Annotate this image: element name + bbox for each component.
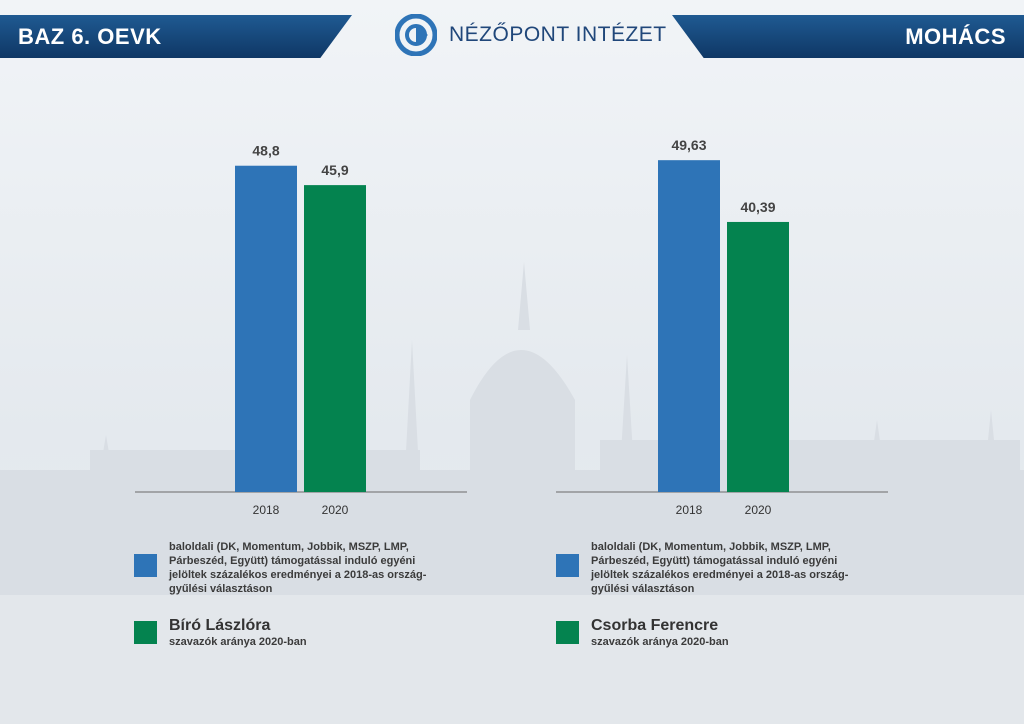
legend-line: baloldali (DK, Momentum, Jobbik, MSZP, L… bbox=[591, 541, 831, 553]
legend-green-left: Bíró Lászlóra szavazók aránya 2020-ban bbox=[134, 617, 307, 649]
legend-line: baloldali (DK, Momentum, Jobbik, MSZP, L… bbox=[169, 541, 409, 553]
legend-green-right: Csorba Ferencre szavazók aránya 2020-ban bbox=[556, 617, 729, 649]
bar bbox=[727, 221, 789, 492]
bar bbox=[235, 165, 297, 492]
legend-line: Párbeszéd, Együtt) támogatással induló e… bbox=[591, 555, 838, 567]
bar bbox=[304, 185, 366, 492]
legend-line: jelöltek százalékos eredményei a 2018-as… bbox=[591, 569, 849, 581]
value-label: 45,9 bbox=[321, 162, 348, 178]
tick-label: 2018 bbox=[676, 503, 703, 517]
bar bbox=[658, 160, 720, 492]
legend-candidate-name: Bíró Lászlóra bbox=[169, 617, 271, 634]
legend-subtitle: szavazók aránya 2020-ban bbox=[591, 636, 729, 648]
legend-blue-right: baloldali (DK, Momentum, Jobbik, MSZP, L… bbox=[556, 540, 848, 596]
legend-line: gyűlési választáson bbox=[169, 583, 273, 595]
town-banner: MOHÁCS bbox=[672, 15, 1024, 58]
value-label: 48,8 bbox=[252, 143, 279, 159]
logo-text: NÉZŐPONT INTÉZET bbox=[449, 23, 667, 46]
tick-label: 2018 bbox=[253, 503, 280, 517]
tick-label: 2020 bbox=[745, 503, 772, 517]
logo: NÉZŐPONT INTÉZET bbox=[395, 14, 667, 56]
legend-subtitle: szavazók aránya 2020-ban bbox=[169, 636, 307, 648]
district-label: BAZ 6. OEVK bbox=[18, 23, 162, 49]
tick-label: 2020 bbox=[322, 503, 349, 517]
legend-swatch-green bbox=[556, 621, 579, 644]
legend-candidate-name: Csorba Ferencre bbox=[591, 617, 719, 634]
logo-icon bbox=[395, 14, 437, 56]
legend-line: Párbeszéd, Együtt) támogatással induló e… bbox=[169, 555, 416, 567]
district-banner: BAZ 6. OEVK bbox=[0, 15, 352, 58]
legend-line: jelöltek százalékos eredményei a 2018-as… bbox=[169, 569, 427, 581]
legend-blue-left: baloldali (DK, Momentum, Jobbik, MSZP, L… bbox=[134, 540, 426, 596]
value-label: 40,39 bbox=[740, 199, 775, 215]
legend-swatch-blue bbox=[556, 554, 579, 577]
town-label: MOHÁCS bbox=[905, 23, 1006, 49]
legend-line: gyűlési választáson bbox=[591, 583, 695, 595]
value-label: 49,63 bbox=[671, 137, 706, 153]
legend-swatch-blue bbox=[134, 554, 157, 577]
legend-swatch-green bbox=[134, 621, 157, 644]
